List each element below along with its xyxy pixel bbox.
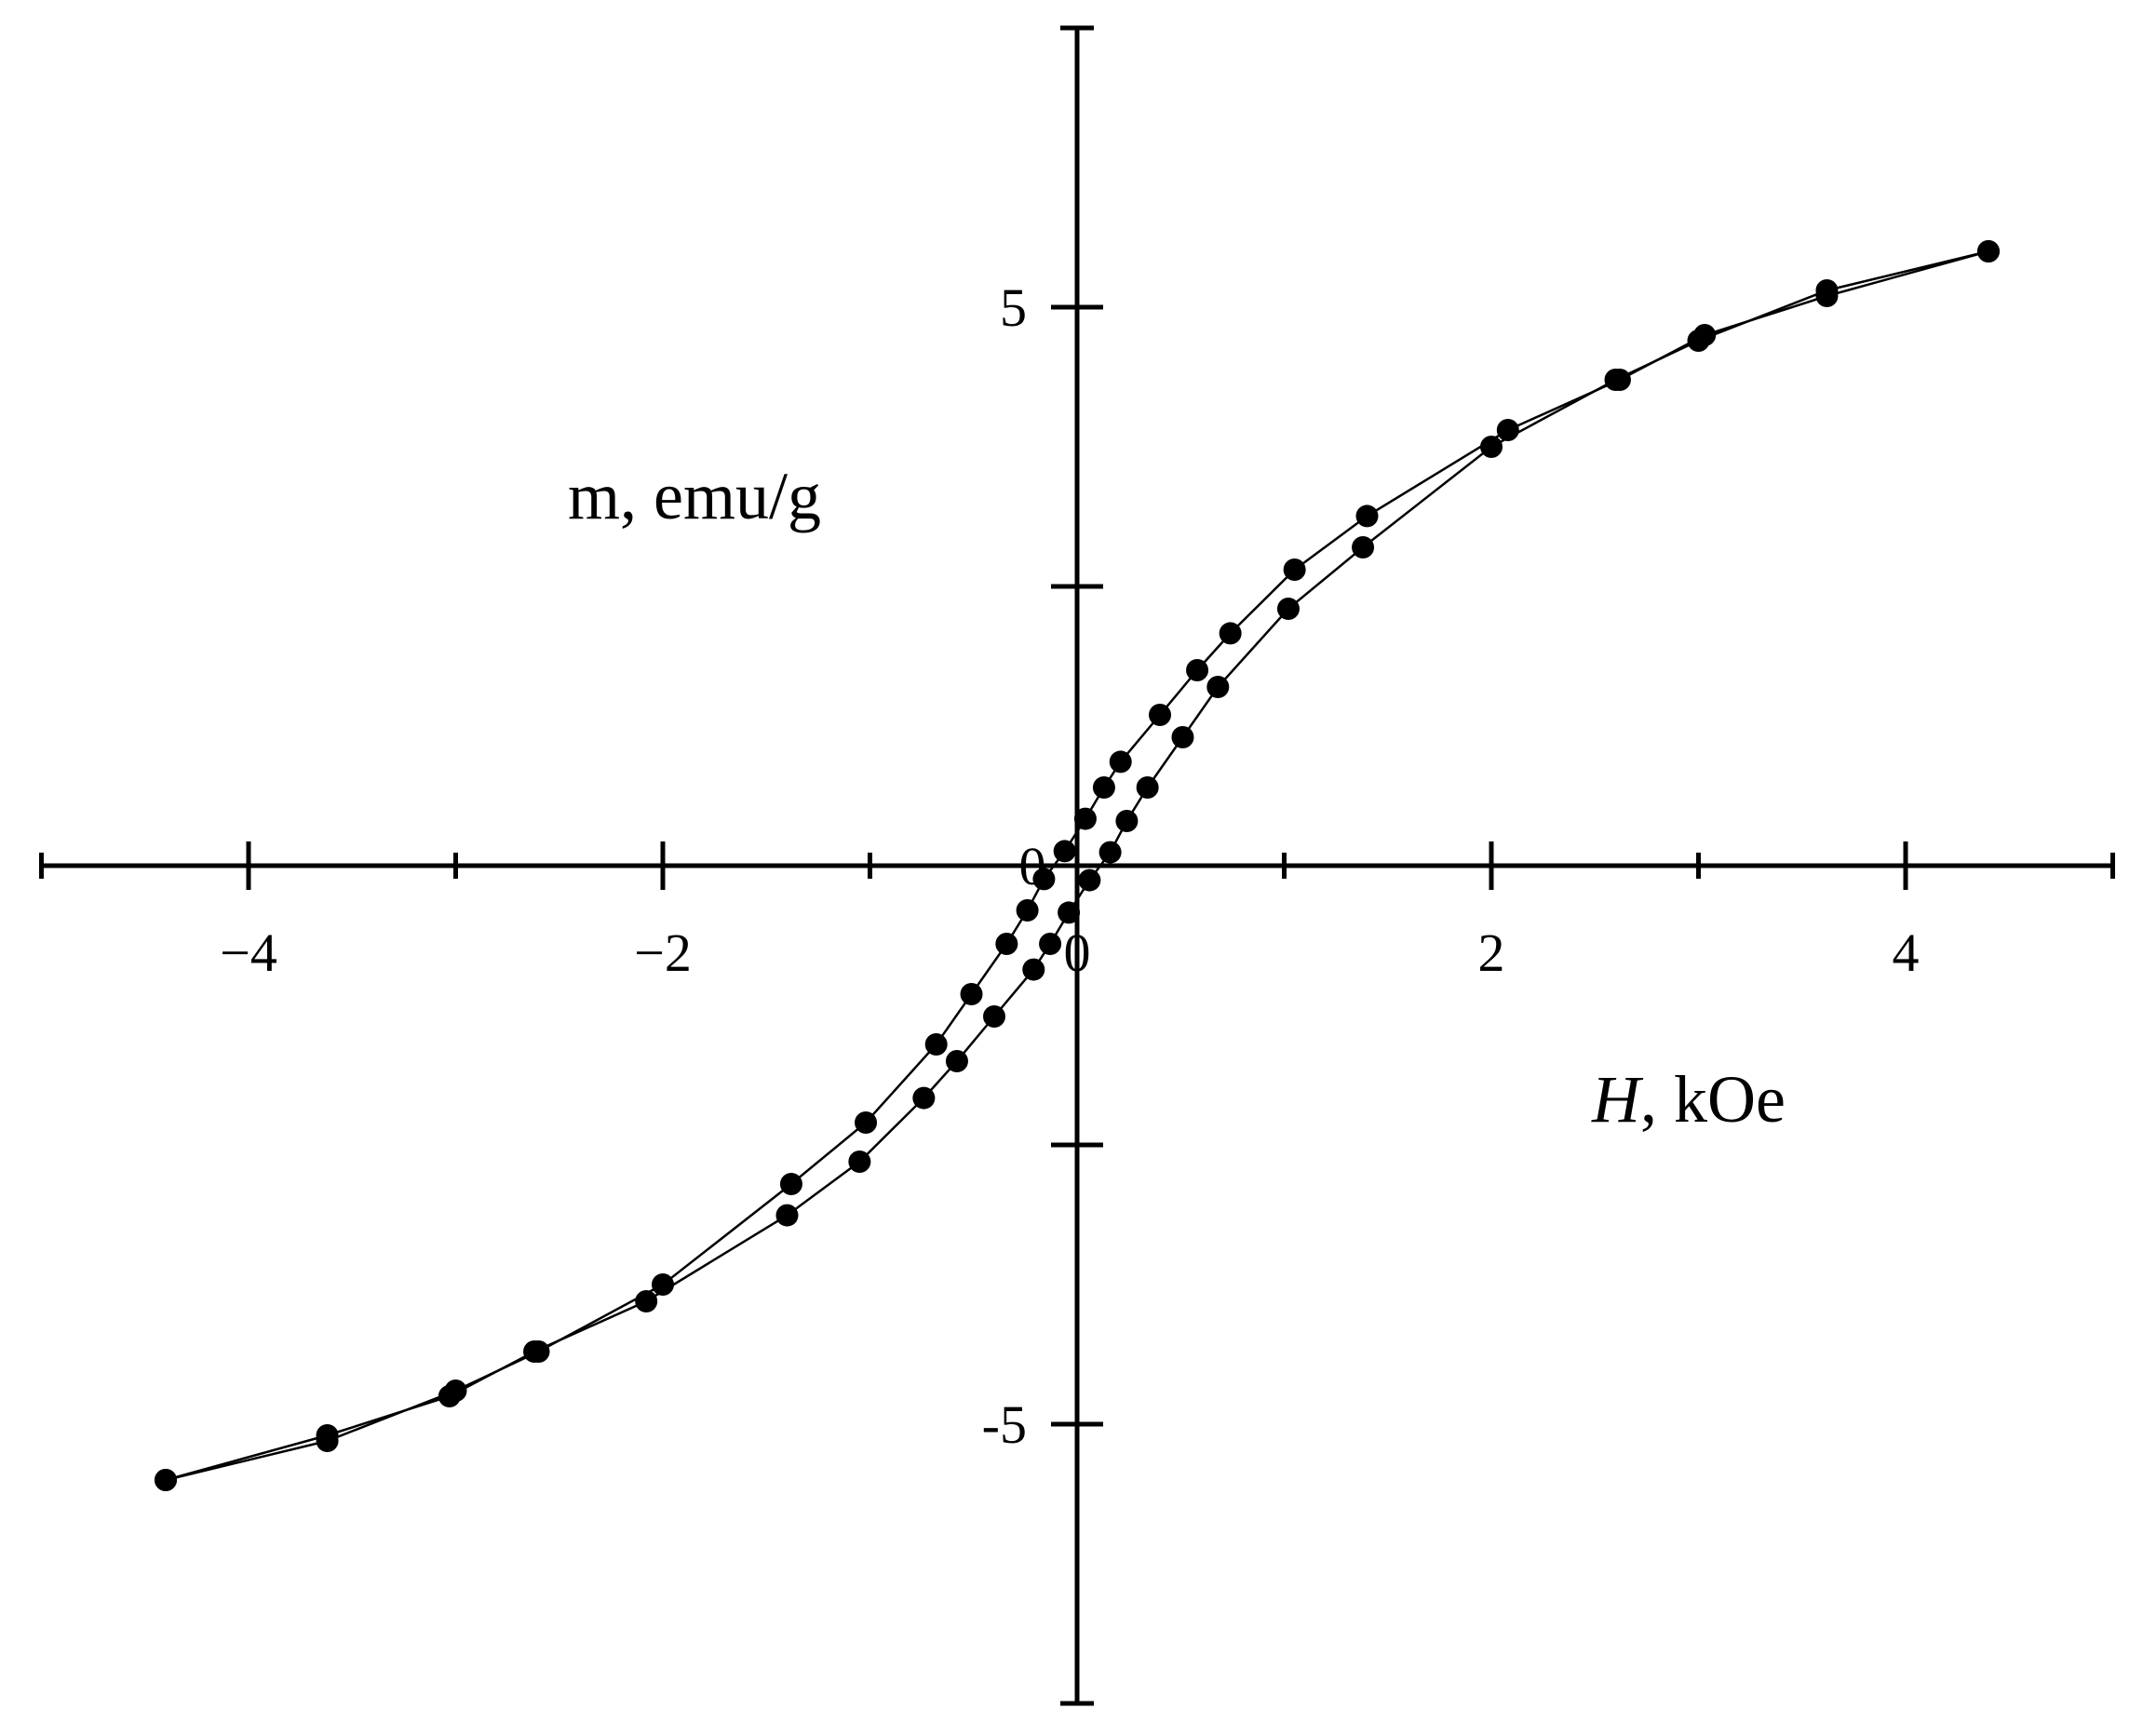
data-point xyxy=(1109,750,1132,774)
data-point xyxy=(1039,933,1062,955)
data-point xyxy=(316,1424,339,1447)
data-point xyxy=(1098,841,1122,864)
data-point xyxy=(523,1340,546,1363)
data-point xyxy=(983,1005,1005,1028)
data-point xyxy=(635,1290,658,1312)
x-tick-label: 4 xyxy=(1893,922,1920,983)
data-point xyxy=(1016,899,1039,922)
y-tick-label: 5 xyxy=(1000,277,1027,338)
x-axis-title-rest: , kOe xyxy=(1640,1062,1786,1137)
data-point xyxy=(1136,776,1159,799)
x-tick-label: −4 xyxy=(220,922,277,983)
data-point xyxy=(1171,726,1194,748)
x-tick-label: 2 xyxy=(1478,922,1505,983)
data-point xyxy=(1073,807,1097,830)
data-point xyxy=(155,1469,177,1491)
y-tick-label: -5 xyxy=(982,1394,1027,1455)
series-layer xyxy=(155,240,2000,1491)
data-point xyxy=(1815,279,1839,302)
data-point xyxy=(652,1273,674,1296)
data-point xyxy=(960,983,983,1005)
data-point xyxy=(1053,840,1076,863)
data-point xyxy=(1058,901,1081,924)
x-axis-title: H, kOe xyxy=(1591,1062,1786,1137)
data-point xyxy=(1115,810,1139,832)
data-point xyxy=(1604,369,1627,391)
data-point xyxy=(1480,436,1503,458)
data-point xyxy=(945,1050,968,1072)
data-point xyxy=(855,1111,878,1134)
data-point xyxy=(1206,676,1230,698)
data-point xyxy=(1355,505,1379,528)
data-point xyxy=(1078,868,1101,892)
data-point xyxy=(1687,330,1710,352)
axes: −4 −2 0 2 405-5 xyxy=(39,25,2115,1706)
data-point xyxy=(1022,958,1045,981)
data-point xyxy=(1283,558,1306,581)
data-point xyxy=(1032,868,1056,891)
data-point xyxy=(995,933,1018,955)
labels: m, emu/g H, kOe xyxy=(568,459,1786,1137)
data-point xyxy=(1149,704,1171,726)
y-axis-title: m, emu/g xyxy=(568,459,821,533)
data-point xyxy=(912,1086,936,1110)
data-point xyxy=(848,1151,871,1173)
series-2-line xyxy=(165,249,1989,1482)
data-point xyxy=(1186,659,1209,681)
x-tick-label: −2 xyxy=(634,922,692,983)
x-axis-title-italic: H xyxy=(1591,1062,1644,1137)
data-point xyxy=(1276,598,1300,620)
x-tick-label: 0 xyxy=(1064,922,1091,983)
data-point xyxy=(779,1173,802,1195)
data-point xyxy=(438,1385,461,1407)
data-point xyxy=(1977,240,2000,262)
data-point xyxy=(1219,622,1242,645)
data-point xyxy=(924,1033,948,1056)
data-point xyxy=(775,1204,799,1227)
data-point xyxy=(1092,776,1115,799)
data-point xyxy=(1352,536,1375,558)
